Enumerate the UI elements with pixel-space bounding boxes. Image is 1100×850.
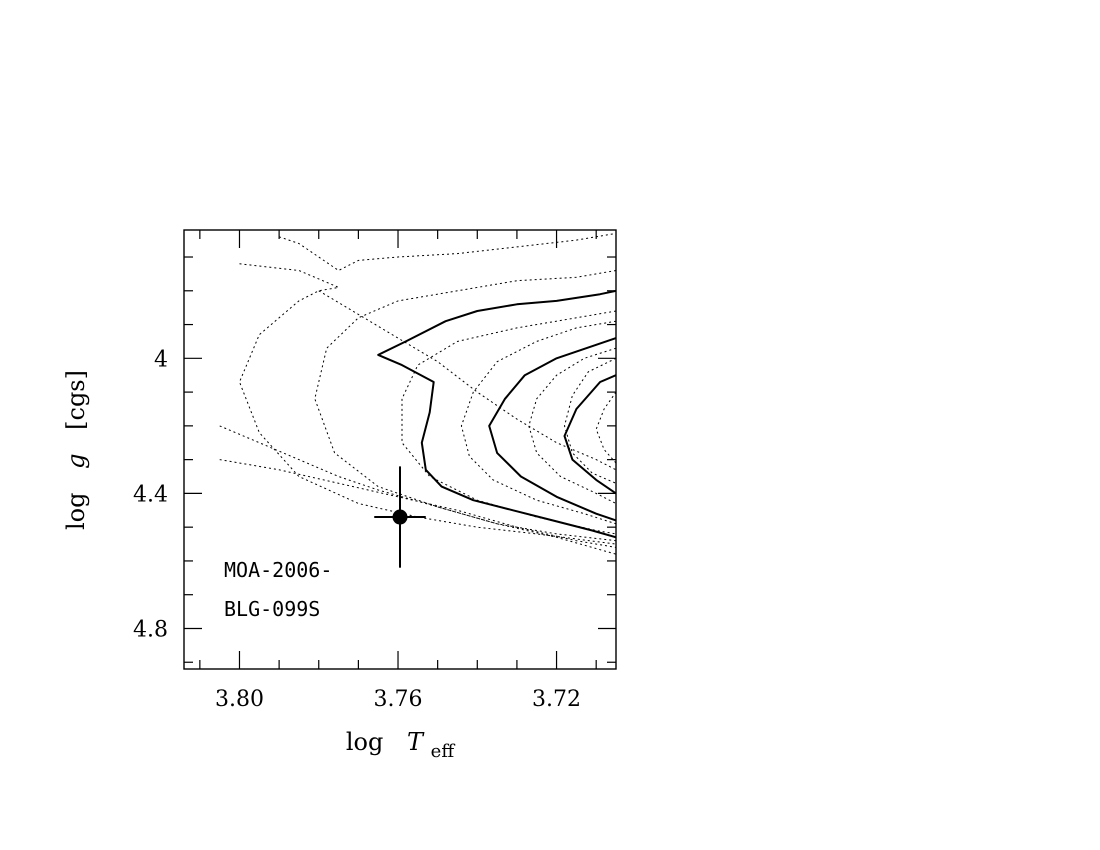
solid-curve-3: [563, 374, 616, 495]
x-axis-label-var: T: [407, 728, 425, 756]
y-tick-label: 4: [154, 347, 168, 372]
dotted-curve-7: [239, 263, 616, 545]
dotted-curve-9: [314, 270, 616, 542]
dotted-curve-10: [401, 310, 616, 535]
x-tick-label: 3.80: [215, 687, 264, 712]
star-data-point: [374, 466, 426, 568]
data-point-marker: [392, 509, 408, 525]
dotted-curve-13: [564, 357, 616, 484]
y-tick-label: 4.8: [133, 617, 168, 642]
dotted-curve-4: [219, 425, 616, 555]
dotted-curve-12: [528, 347, 616, 504]
x-axis-label: log T eff: [346, 728, 455, 762]
model-curves: [219, 232, 616, 555]
x-tick-label: 3.72: [532, 687, 581, 712]
solid-curve-2: [488, 337, 616, 522]
y-tick-label: 4.4: [133, 482, 168, 507]
x-tick-labels: 3.80 3.76 3.72: [215, 687, 581, 712]
y-axis-label-log: log: [62, 493, 90, 531]
x-axis-label-sub: eff: [431, 741, 456, 762]
axis-ticks: [184, 230, 616, 669]
annotation-line-2: BLG-099S: [224, 597, 320, 621]
y-axis-label-unit: [cgs]: [62, 370, 90, 430]
y-tick-labels: 4 4.4 4.8: [133, 347, 168, 642]
annotation-line-1: MOA-2006-: [224, 558, 332, 582]
dotted-curve-5: [219, 459, 616, 548]
dotted-curve-14: [595, 391, 616, 464]
dotted-curve-8: [278, 232, 616, 271]
solid-curve-1: [377, 289, 616, 539]
y-axis-label-var: g: [62, 453, 90, 468]
y-axis-label: log g [cgs]: [62, 370, 90, 530]
x-axis-label-log: log: [346, 728, 384, 756]
plot-frame: [183, 229, 617, 670]
dotted-curve-6: [318, 290, 616, 471]
dotted-curve-11: [460, 320, 616, 525]
x-tick-label: 3.76: [374, 687, 423, 712]
